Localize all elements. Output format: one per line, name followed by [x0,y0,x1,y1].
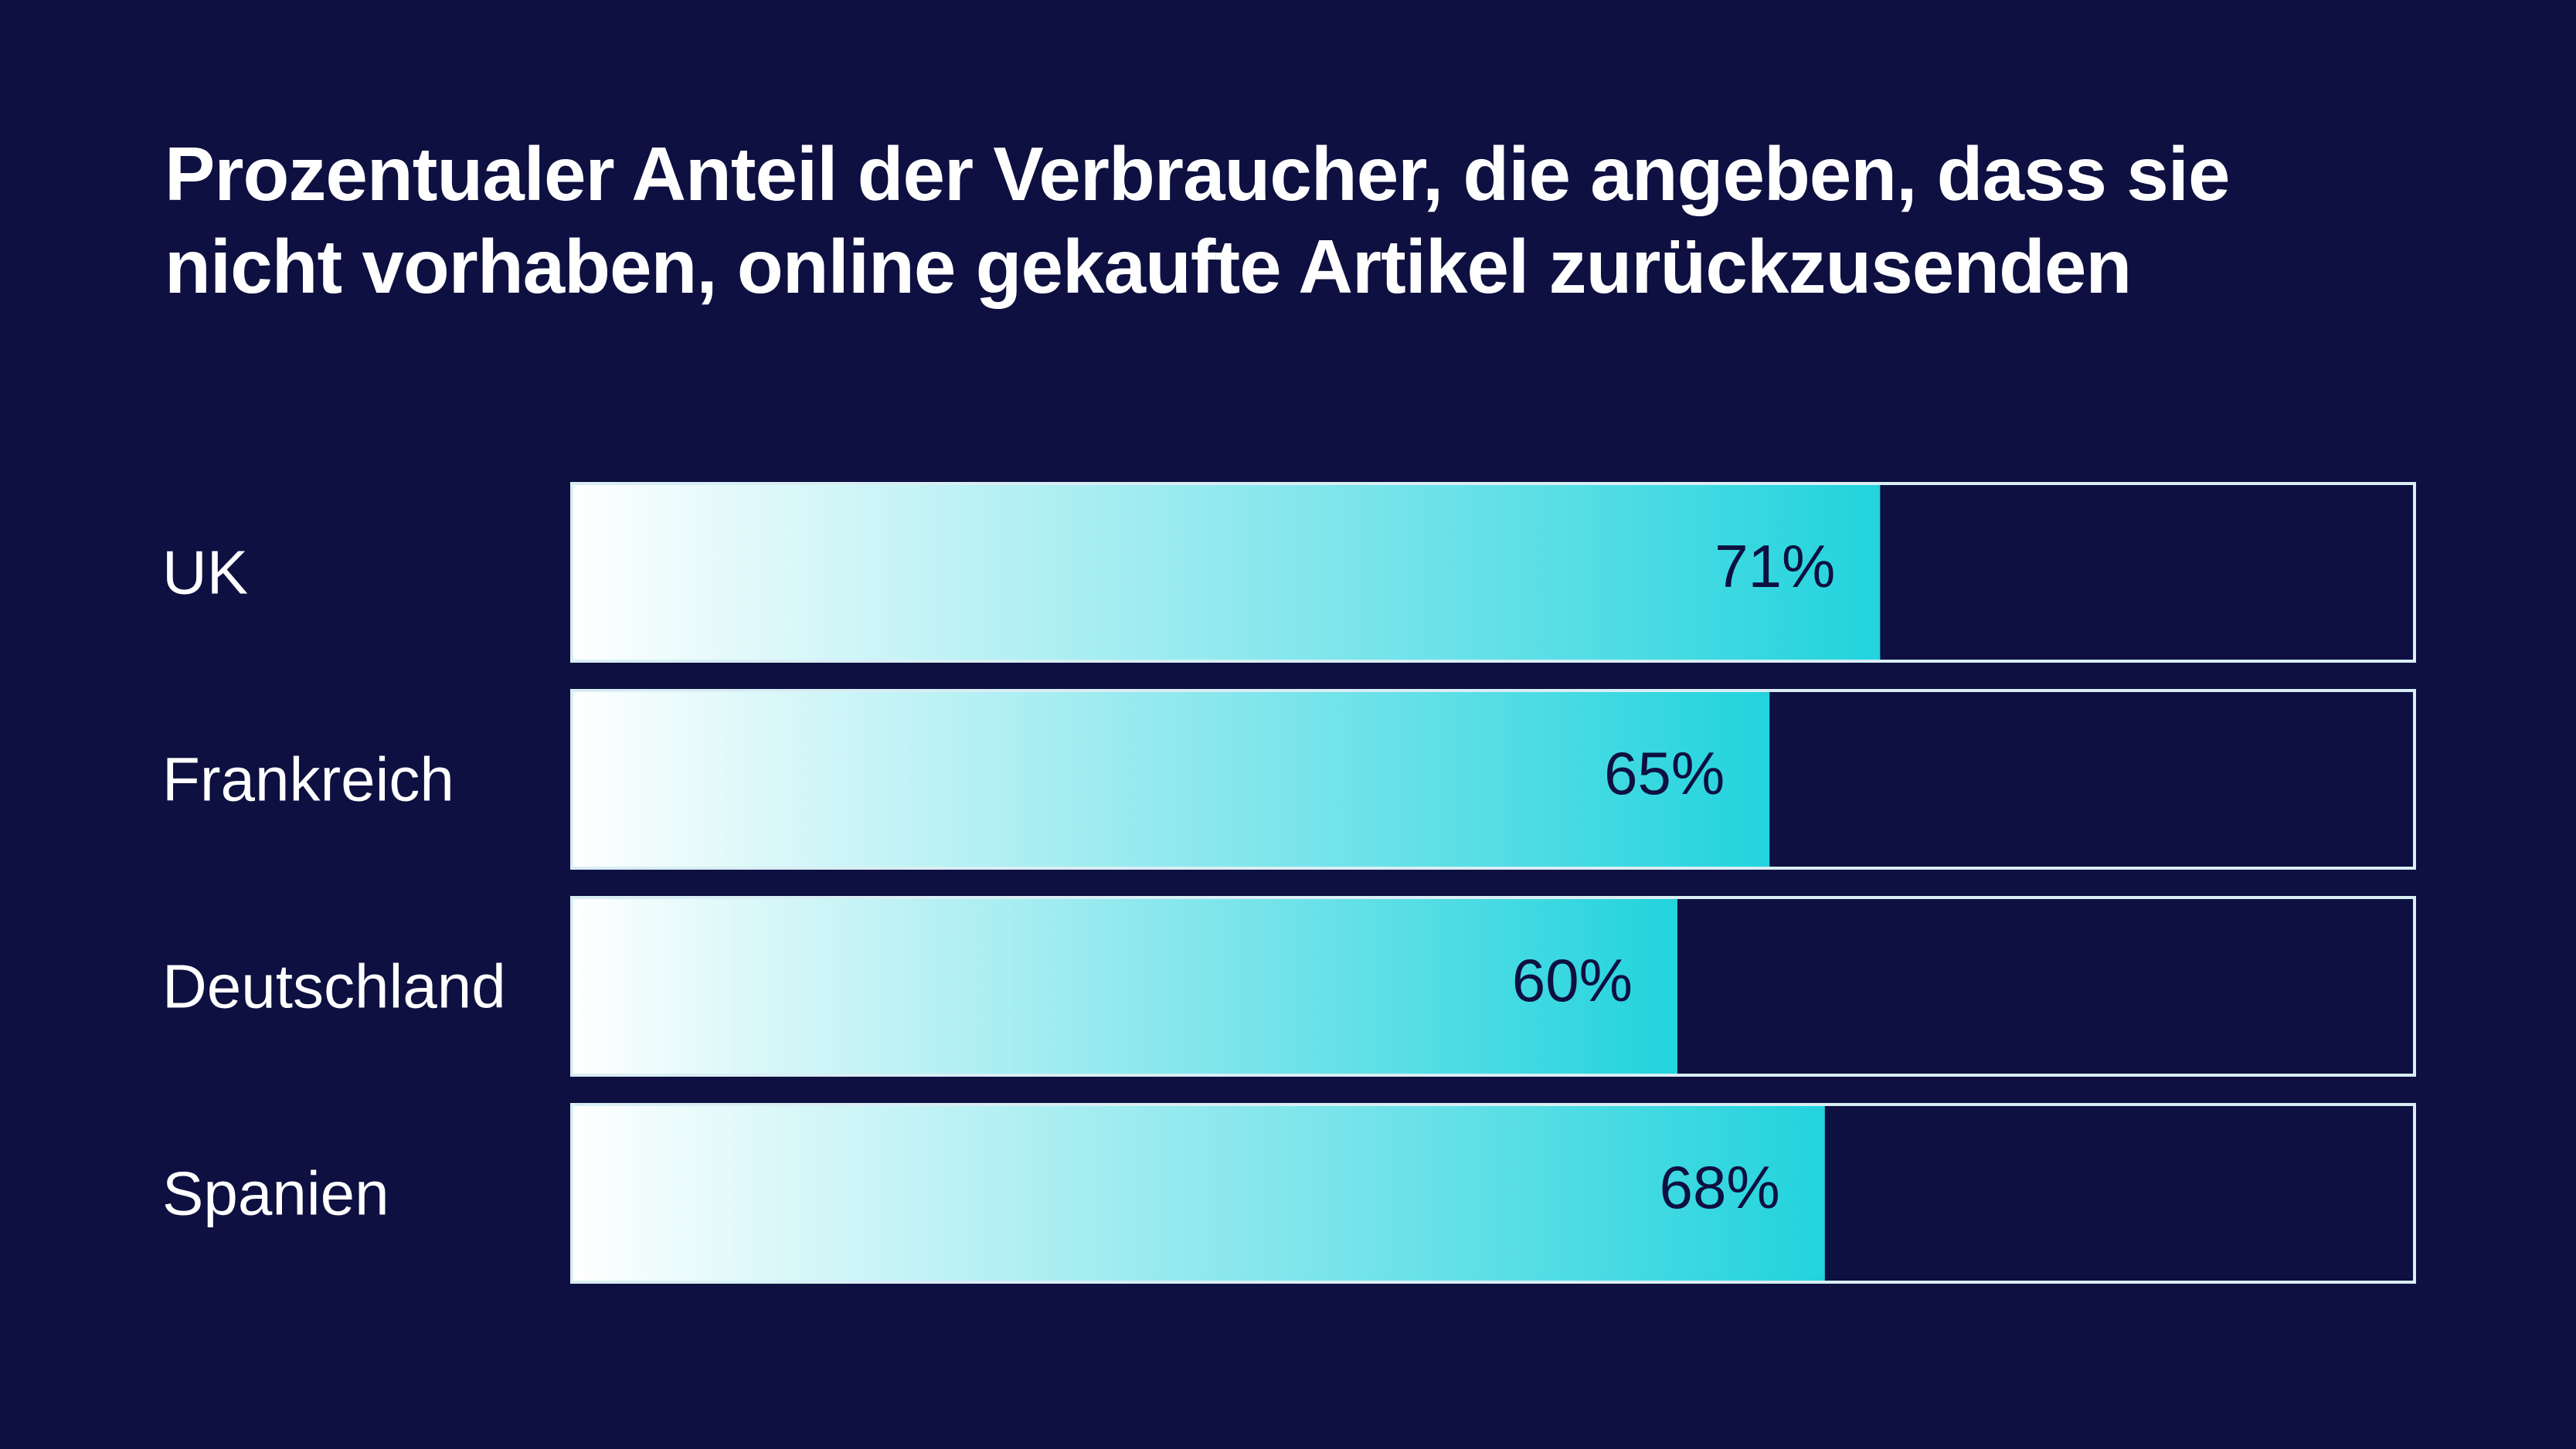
value-label: 65% [1604,739,1725,807]
value-label: 71% [1715,532,1835,600]
bar-track-frame [570,482,2416,663]
chart-title: Prozentualer Anteil der Verbraucher, die… [165,131,2230,309]
bar-track-frame [570,1103,2416,1284]
bars-group: UK 71% Frankreich 65% Deutschland 60% Spanien 6… [162,482,2416,1284]
value-label: 60% [1512,946,1633,1014]
bar [572,691,1770,868]
bar-track-frame [570,689,2416,870]
value-label: 68% [1660,1153,1780,1221]
bar [572,1105,1825,1282]
category-label: Deutschland [162,952,506,1021]
category-label: Spanien [162,1159,389,1228]
category-label: UK [162,538,248,607]
bar [572,484,1881,661]
category-label: Frankreich [162,745,454,814]
bar-track-frame [570,896,2416,1077]
bar [572,898,1677,1075]
